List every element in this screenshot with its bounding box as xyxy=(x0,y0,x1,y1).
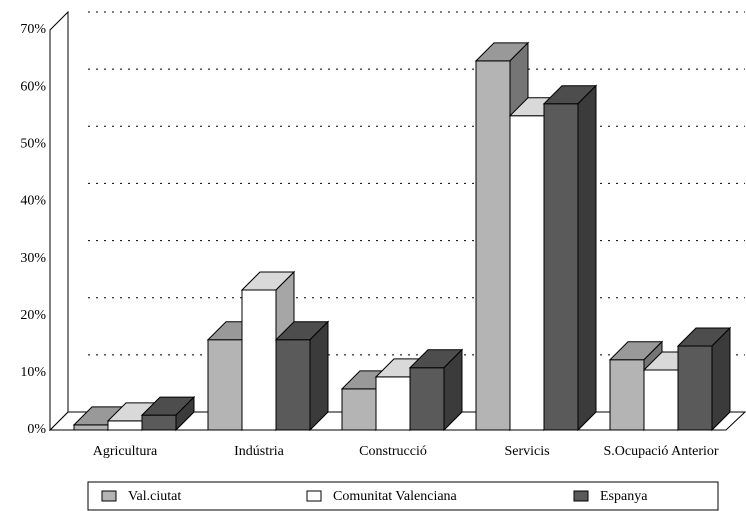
bar-side xyxy=(577,84,597,432)
bar xyxy=(375,376,411,431)
y-tick-label: 30% xyxy=(20,251,46,266)
legend-box xyxy=(87,481,719,511)
bar xyxy=(275,339,311,431)
y-tick-label: 10% xyxy=(20,365,46,380)
bar xyxy=(341,388,377,431)
bar xyxy=(677,345,713,431)
y-tick-label: 60% xyxy=(20,79,46,94)
y-tick-label: 50% xyxy=(20,137,46,152)
bar xyxy=(409,367,445,431)
x-tick-label: Construcció xyxy=(359,444,427,459)
bar xyxy=(141,414,177,431)
bar-side xyxy=(175,395,195,432)
bar-side xyxy=(309,320,329,432)
legend-label: Comunitat Valenciana xyxy=(333,489,458,504)
bar xyxy=(475,60,511,431)
legend-swatch xyxy=(101,490,117,502)
bar xyxy=(73,424,109,431)
x-tick-label: Servicis xyxy=(504,444,549,459)
bar xyxy=(609,359,645,431)
x-tick-label: S.Ocupació Anterior xyxy=(603,444,718,459)
bar-side xyxy=(711,326,731,432)
x-tick-label: Indústria xyxy=(234,444,285,459)
legend-swatch xyxy=(306,490,322,502)
bar-side xyxy=(443,348,463,432)
bar xyxy=(107,420,143,431)
x-tick-label: Agricultura xyxy=(93,444,158,459)
legend-label: Espanya xyxy=(600,489,648,504)
bar xyxy=(207,339,243,431)
y-tick-label: 70% xyxy=(20,22,46,37)
y-tick-label: 0% xyxy=(27,422,46,437)
bar xyxy=(241,289,277,431)
bar xyxy=(509,115,545,431)
legend-label: Val.ciutat xyxy=(128,489,181,504)
legend-swatch xyxy=(573,490,589,502)
bar xyxy=(643,369,679,431)
left-wall xyxy=(49,10,69,432)
bar xyxy=(543,103,579,431)
y-tick-label: 40% xyxy=(20,194,46,209)
y-tick-label: 20% xyxy=(20,308,46,323)
